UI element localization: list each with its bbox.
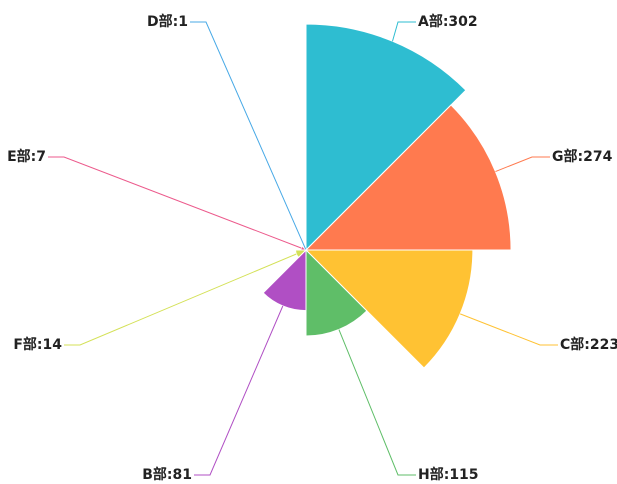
rose-sector <box>304 249 474 369</box>
data-label: B部:81 <box>142 466 192 483</box>
data-label: F部:14 <box>13 336 62 353</box>
rose-sector <box>305 248 368 337</box>
leader-line <box>459 313 558 346</box>
rose-sector <box>295 249 308 259</box>
data-label: H部:115 <box>418 466 479 483</box>
data-label: E部:7 <box>7 148 46 165</box>
leader-line <box>338 329 416 476</box>
leader-line <box>64 253 297 346</box>
rose-sector <box>304 248 307 252</box>
data-label: A部:302 <box>418 13 478 30</box>
leader-line <box>495 156 550 172</box>
leader-line <box>194 305 284 476</box>
leader-line <box>392 21 416 42</box>
leader-line <box>190 21 307 250</box>
data-label: D部:1 <box>147 13 188 30</box>
leader-line <box>48 156 302 249</box>
data-label: G部:274 <box>552 148 613 165</box>
data-label: C部:223 <box>560 336 617 353</box>
rose-sector <box>300 245 308 251</box>
rose-sector <box>305 23 467 252</box>
